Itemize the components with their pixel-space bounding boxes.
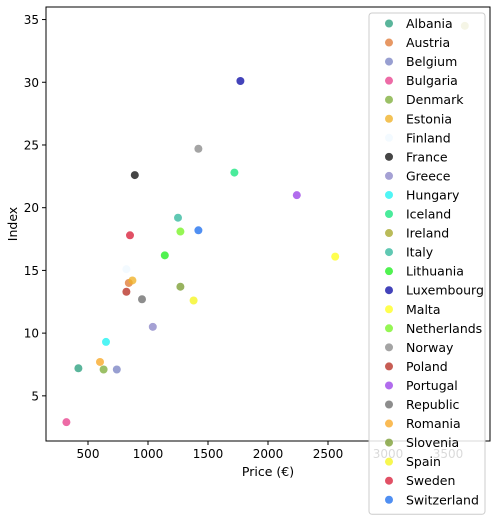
data-point-poland	[122, 287, 131, 296]
x-tick-label: 500	[77, 447, 100, 461]
data-point-romania	[96, 357, 104, 366]
legend-label-bulgaria: Bulgaria	[406, 73, 458, 88]
data-point-norway	[194, 144, 203, 153]
data-point-bulgaria	[62, 418, 71, 427]
data-point-france	[130, 171, 139, 180]
legend-marker-republic	[385, 400, 393, 409]
legend-label-belgium: Belgium	[406, 54, 457, 69]
legend-label-slovenia: Slovenia	[406, 435, 459, 450]
legend-label-ireland: Ireland	[406, 226, 449, 241]
y-tick-label: 15	[24, 264, 39, 278]
legend-label-italy: Italy	[406, 245, 434, 260]
legend-marker-finland	[385, 133, 393, 142]
data-point-malta	[331, 252, 340, 261]
data-point-hungary	[102, 337, 110, 346]
y-tick-label: 30	[24, 76, 39, 90]
data-point-republic	[138, 295, 146, 304]
legend-marker-ireland	[385, 229, 393, 238]
legend-marker-bulgaria	[385, 76, 393, 85]
data-point-spain	[189, 296, 198, 305]
legend-label-finland: Finland	[406, 130, 451, 145]
legend-label-iceland: Iceland	[406, 207, 451, 222]
y-tick-label: 20	[24, 201, 39, 215]
legend-label-estonia: Estonia	[406, 111, 452, 126]
legend-label-poland: Poland	[406, 359, 448, 374]
legend: Albania Austria Belgium Bulgaria Denmark Esto…	[368, 12, 486, 515]
x-tick-label: 2500	[313, 447, 344, 461]
data-point-switzerland	[194, 226, 203, 235]
y-tick-label: 35	[24, 13, 39, 27]
y-tick-label: 10	[24, 327, 39, 341]
x-axis-label: Price (€)	[242, 464, 294, 479]
legend-label-malta: Malta	[406, 302, 440, 317]
data-point-estonia	[128, 276, 137, 285]
y-tick-label: 5	[31, 389, 39, 403]
legend-marker-netherlands	[385, 324, 393, 333]
legend-marker-estonia	[385, 114, 393, 123]
legend-marker-albania	[385, 19, 393, 28]
legend-marker-romania	[385, 419, 393, 428]
x-tick-label: 1500	[193, 447, 224, 461]
legend-marker-austria	[385, 38, 393, 47]
y-tick-label: 25	[24, 138, 39, 152]
legend-label-lithuania: Lithuania	[406, 264, 464, 279]
legend-marker-hungary	[385, 190, 393, 199]
legend-label-republic: Republic	[406, 397, 460, 412]
data-point-finland	[122, 265, 131, 274]
data-point-italy	[174, 213, 182, 222]
legend-label-switzerland: Switzerland	[406, 492, 479, 507]
legend-label-luxembourg: Luxembourg	[406, 283, 484, 298]
legend-marker-poland	[385, 362, 393, 371]
legend-marker-portugal	[385, 381, 393, 390]
data-point-luxembourg	[236, 77, 245, 86]
data-point-portugal	[292, 191, 301, 200]
data-point-greece	[148, 322, 157, 331]
legend-label-denmark: Denmark	[406, 92, 464, 107]
legend-label-romania: Romania	[406, 416, 461, 431]
legend-marker-luxembourg	[385, 286, 393, 295]
x-tick-label: 1000	[133, 447, 164, 461]
legend-marker-belgium	[385, 57, 393, 66]
data-point-belgium	[112, 365, 121, 374]
legend-marker-sweden	[385, 476, 393, 485]
legend-marker-denmark	[385, 95, 393, 104]
legend-marker-spain	[385, 457, 393, 466]
y-axis-ticks: 5 10 15 20 25 30 35	[24, 13, 46, 403]
legend-label-netherlands: Netherlands	[406, 321, 482, 336]
data-point-sweden	[126, 231, 134, 240]
legend-marker-switzerland	[385, 495, 393, 504]
legend-marker-france	[385, 152, 393, 161]
legend-marker-greece	[385, 171, 393, 180]
legend-marker-iceland	[385, 210, 393, 218]
legend-box	[368, 12, 486, 515]
data-point-slovenia	[176, 282, 185, 291]
data-point-denmark	[99, 365, 108, 374]
legend-marker-lithuania	[385, 267, 393, 276]
data-point-lithuania	[160, 251, 169, 260]
legend-marker-malta	[385, 305, 393, 314]
data-point-albania	[74, 364, 83, 373]
legend-label-norway: Norway	[406, 340, 454, 355]
legend-label-albania: Albania	[406, 16, 453, 31]
data-point-iceland	[230, 168, 239, 177]
legend-label-austria: Austria	[406, 35, 450, 50]
legend-marker-norway	[385, 343, 393, 352]
legend-marker-slovenia	[385, 438, 393, 447]
y-axis-label: Index	[5, 207, 20, 241]
legend-label-spain: Spain	[406, 454, 441, 469]
x-tick-label: 2000	[253, 447, 284, 461]
legend-label-greece: Greece	[406, 168, 451, 183]
legend-label-sweden: Sweden	[406, 473, 455, 488]
legend-marker-italy	[385, 248, 393, 257]
data-point-netherlands	[176, 227, 185, 236]
legend-label-portugal: Portugal	[406, 378, 458, 393]
legend-label-hungary: Hungary	[406, 187, 460, 202]
legend-label-france: France	[406, 149, 448, 164]
